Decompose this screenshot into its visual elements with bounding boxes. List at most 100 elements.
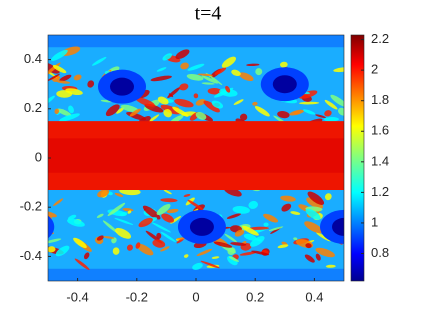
field-blob: [92, 56, 107, 66]
field-blob: [233, 99, 244, 105]
field-blob: [263, 213, 279, 223]
field-blob: [57, 108, 72, 117]
field-blob: [305, 243, 312, 249]
field-blob: [73, 237, 87, 249]
field-blob: [114, 217, 134, 225]
field-blob: [252, 101, 258, 106]
field-blob: [166, 208, 179, 214]
field-blob: [136, 243, 154, 256]
field-blob: [151, 222, 171, 233]
y-tick-label: -0.2: [20, 199, 42, 214]
field-blob: [160, 104, 181, 115]
field-blob: [53, 198, 64, 207]
colorbar-tick-label: 2.2: [371, 31, 389, 46]
field-blob: [84, 252, 90, 260]
field-blob: [48, 62, 60, 74]
colorbar-tick-label: 1.8: [371, 92, 389, 107]
y-tick-label: -0.4: [20, 248, 42, 263]
field-blob: [59, 113, 80, 122]
field-blob: [129, 108, 141, 117]
field-blob: [55, 245, 70, 257]
field-blob: [325, 264, 336, 268]
field-blob: [127, 210, 132, 214]
field-blob: [157, 96, 169, 105]
x-tick-label: -0.2: [126, 289, 148, 304]
field-blob: [255, 68, 263, 76]
field-blob: [122, 208, 134, 212]
colorbar-tick-label: 1.2: [371, 184, 389, 199]
field-blob: [187, 199, 204, 211]
field-blob: [201, 75, 218, 84]
field-blob: [304, 254, 315, 263]
y-tick-label: 0.2: [24, 100, 42, 115]
field-blob: [246, 63, 260, 67]
field-blob: [152, 239, 166, 248]
field-blob: [280, 195, 296, 202]
field-blob: [126, 244, 133, 251]
field-blob: [163, 189, 172, 195]
field-blob: [51, 49, 68, 61]
colorbar: [350, 34, 365, 282]
field-blob: [330, 94, 344, 108]
field-blob: [226, 213, 241, 219]
field-blob: [242, 225, 259, 236]
vortex-core: [189, 217, 214, 236]
field-blob: [303, 109, 316, 115]
x-tick-label: 0.2: [246, 289, 264, 304]
field-blob: [156, 232, 162, 239]
field-blob: [160, 246, 170, 252]
field-image: [18, 35, 344, 281]
field-blob: [97, 189, 110, 198]
field-blob: [289, 109, 305, 116]
field-blob: [105, 104, 120, 117]
vortex: [48, 215, 55, 239]
field-blob: [59, 74, 72, 82]
field-blob: [305, 208, 321, 220]
field-blob: [102, 220, 118, 233]
vortex-core: [272, 75, 297, 94]
colorbar-tick-label: 1: [371, 214, 378, 229]
field-blob: [279, 61, 288, 68]
field-blob: [251, 250, 270, 256]
field-blob: [324, 99, 338, 110]
field-blob: [174, 98, 194, 108]
y-tick-label: 0.4: [24, 51, 42, 66]
field-blob: [293, 237, 298, 241]
field-blob: [316, 232, 331, 242]
field-blob: [65, 88, 83, 96]
field-blob: [277, 244, 289, 249]
field-blob: [56, 80, 70, 84]
x-tick-label: 0.4: [305, 289, 323, 304]
field-blob: [179, 83, 189, 91]
field-blob: [115, 227, 132, 239]
field-blob: [168, 93, 174, 98]
field-blob: [227, 255, 238, 266]
field-blob: [103, 236, 115, 239]
field-blob: [74, 258, 90, 270]
field-blob: [119, 212, 128, 217]
field-blob: [304, 221, 324, 234]
field-blob: [180, 62, 189, 70]
field-blob: [306, 197, 324, 209]
field-blob: [48, 238, 62, 244]
field-blob: [160, 231, 177, 243]
field-blob: [324, 193, 332, 201]
field-blob: [186, 74, 204, 81]
field-blob: [96, 213, 104, 218]
field-blob: [307, 191, 325, 205]
field-blob: [338, 107, 344, 116]
field-blob: [315, 253, 321, 261]
field-blob: [48, 246, 56, 253]
field-blob: [176, 238, 184, 244]
colorbar-tick-label: 0.8: [371, 245, 389, 260]
vortex-core: [18, 218, 42, 236]
field-blob: [249, 226, 270, 230]
field-blob: [315, 247, 335, 258]
field-blob: [214, 67, 227, 75]
field-blob: [249, 236, 265, 247]
field-blob: [195, 111, 207, 120]
field-blob: [161, 213, 175, 223]
field-blob: [324, 110, 332, 117]
field-blob: [324, 117, 339, 122]
